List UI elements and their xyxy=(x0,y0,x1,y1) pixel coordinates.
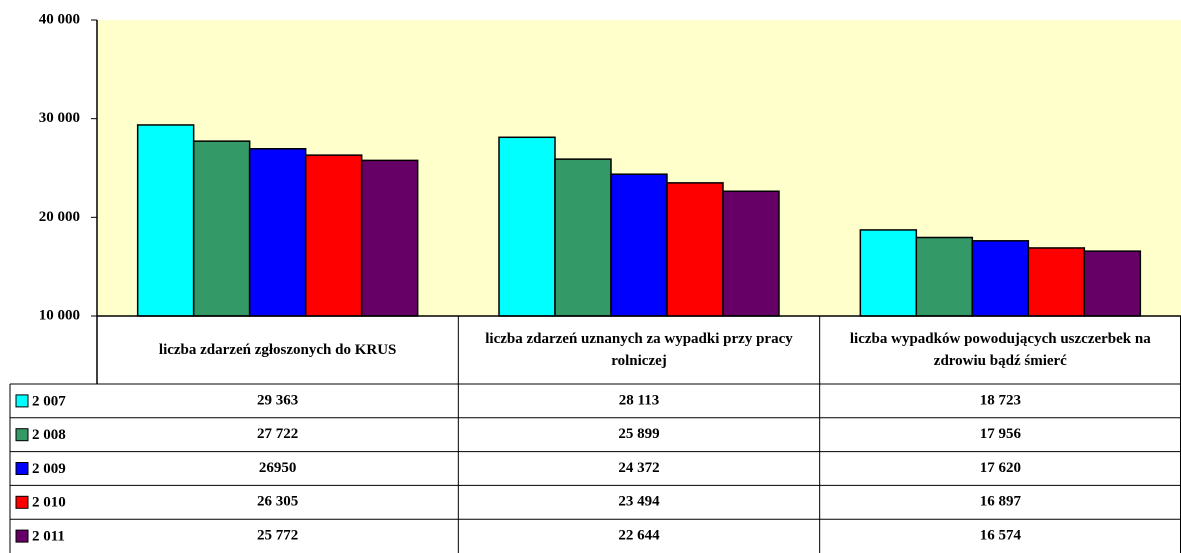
value-label: 24 372 xyxy=(618,460,659,476)
bar xyxy=(1027,247,1086,317)
y-tick-label: 40 000 xyxy=(39,11,80,27)
bar xyxy=(192,140,251,317)
value-label: 28 113 xyxy=(619,392,659,408)
bar xyxy=(360,159,419,317)
value-label: 26950 xyxy=(259,460,297,476)
bar xyxy=(248,148,307,317)
value-label: 25 899 xyxy=(618,426,659,442)
value-label: 17 620 xyxy=(980,460,1021,476)
legend-key xyxy=(15,529,29,543)
legend-label: 2 008 xyxy=(32,427,66,443)
category-cell: liczba zdarzeń zgłoszonych do KRUS xyxy=(158,342,397,358)
bar xyxy=(666,182,724,317)
bar xyxy=(859,229,918,317)
legend-label: 2 010 xyxy=(32,495,66,511)
legend-label: 2 007 xyxy=(32,393,66,409)
bar xyxy=(610,173,668,317)
bar xyxy=(136,124,195,317)
value-label: 17 956 xyxy=(980,426,1022,442)
y-tick-label: 30 000 xyxy=(39,110,80,126)
x-tick-label: liczba zdarzeń uznanych za wypadki przy … xyxy=(485,331,793,369)
value-label: 29 363 xyxy=(257,392,298,408)
value-label: 23 494 xyxy=(618,494,660,510)
value-label: 16 897 xyxy=(980,494,1022,510)
legend-key xyxy=(15,394,29,408)
category-cell: liczba wypadków powodujących uszczerbek … xyxy=(849,331,1151,369)
bar xyxy=(304,154,363,317)
value-label: 18 723 xyxy=(980,392,1021,408)
y-tick-label: 20 000 xyxy=(39,209,80,225)
x-tick-label: liczba wypadków powodujących uszczerbek … xyxy=(849,331,1151,369)
value-label: 25 772 xyxy=(257,528,298,544)
bar xyxy=(554,158,612,317)
legend-label: 2 011 xyxy=(32,529,65,545)
bar xyxy=(915,236,974,317)
bar xyxy=(722,190,780,317)
bar xyxy=(498,136,556,317)
category-cell: liczba zdarzeń uznanych za wypadki przy … xyxy=(485,331,793,369)
value-label: 27 722 xyxy=(257,426,298,442)
bar xyxy=(971,240,1030,317)
legend-key xyxy=(15,495,29,509)
y-tick-label: 10 000 xyxy=(39,307,80,323)
legend-key xyxy=(15,462,29,475)
bar xyxy=(1083,250,1142,317)
x-tick-label: liczba zdarzeń zgłoszonych do KRUS xyxy=(158,342,397,358)
value-label: 22 644 xyxy=(618,528,660,544)
legend-label: 2 009 xyxy=(32,461,66,477)
value-label: 16 574 xyxy=(980,528,1022,544)
value-label: 26 305 xyxy=(257,494,298,510)
legend-key xyxy=(15,428,29,442)
